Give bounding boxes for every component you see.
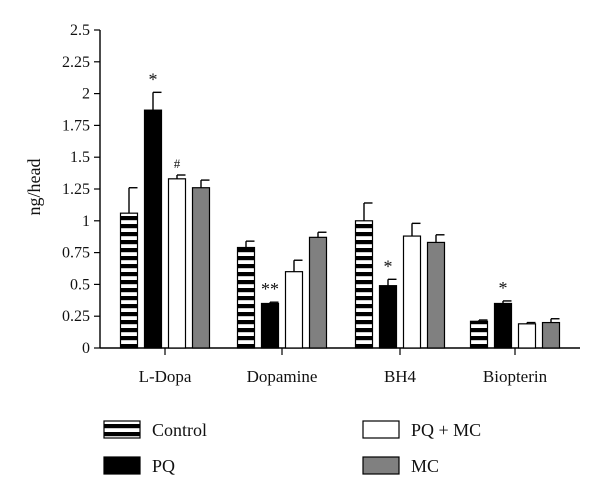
x-tick-label: Dopamine <box>247 367 318 386</box>
x-tick-label: L-Dopa <box>139 367 192 386</box>
bar-pq-mc-biopterin <box>517 323 537 349</box>
y-tick-label: 2.5 <box>70 22 90 39</box>
bar-control-l-dopa <box>119 212 139 349</box>
legend: Control PQ PQ + MC MC <box>103 420 481 476</box>
bar-pq-mc-l-dopa <box>167 178 187 349</box>
plot-area: 0 0.25 0.5 0.75 1 1.25 1.5 1.75 2 2.25 2.5 L-Dopa * #… <box>62 22 580 386</box>
y-tick-label: 1.5 <box>70 149 90 166</box>
bar-mc-l-dopa <box>191 187 211 349</box>
bar-pq-bh4 <box>378 285 398 349</box>
legend-swatch <box>362 420 400 439</box>
bar-control-bh4 <box>354 220 374 349</box>
legend-label: MC <box>411 456 439 476</box>
legend-swatch <box>362 456 400 475</box>
bar-pq-l-dopa <box>143 109 163 349</box>
bar-pq-mc-dopamine <box>284 271 304 349</box>
legend-swatch <box>103 420 141 439</box>
y-tick-label: 0.25 <box>62 308 90 325</box>
bar-control-dopamine <box>236 246 256 349</box>
y-tick-label: 0.5 <box>70 276 90 293</box>
y-tick-label: 2.25 <box>62 54 90 71</box>
legend-label: PQ + MC <box>411 420 481 440</box>
y-tick-label: 0.75 <box>62 245 90 262</box>
significance-marker: * <box>384 256 393 276</box>
significance-marker: # <box>174 156 181 171</box>
bar-control-biopterin <box>469 320 489 349</box>
legend-swatch <box>103 456 141 475</box>
legend-label: Control <box>152 420 207 440</box>
x-tick-label: BH4 <box>384 367 417 386</box>
bar-pq-dopamine <box>260 302 280 349</box>
significance-marker: * <box>499 278 508 298</box>
bar-mc-biopterin <box>541 321 561 349</box>
y-tick-label: 1.25 <box>62 181 90 198</box>
y-axis-label: ng/head <box>24 159 44 216</box>
y-tick-label: 2 <box>82 86 90 103</box>
y-tick-label: 1.75 <box>62 117 90 134</box>
bar-mc-bh4 <box>426 241 446 349</box>
bar-pq-mc-bh4 <box>402 235 422 349</box>
significance-marker: ** <box>261 279 279 299</box>
significance-marker: * <box>149 69 158 89</box>
legend-label: PQ <box>152 456 175 476</box>
y-tick-label: 0 <box>82 340 90 357</box>
bar-mc-dopamine <box>308 236 328 349</box>
bar-pq-biopterin <box>493 302 513 349</box>
x-tick-label: Biopterin <box>483 367 548 386</box>
y-tick-label: 1 <box>82 213 90 230</box>
